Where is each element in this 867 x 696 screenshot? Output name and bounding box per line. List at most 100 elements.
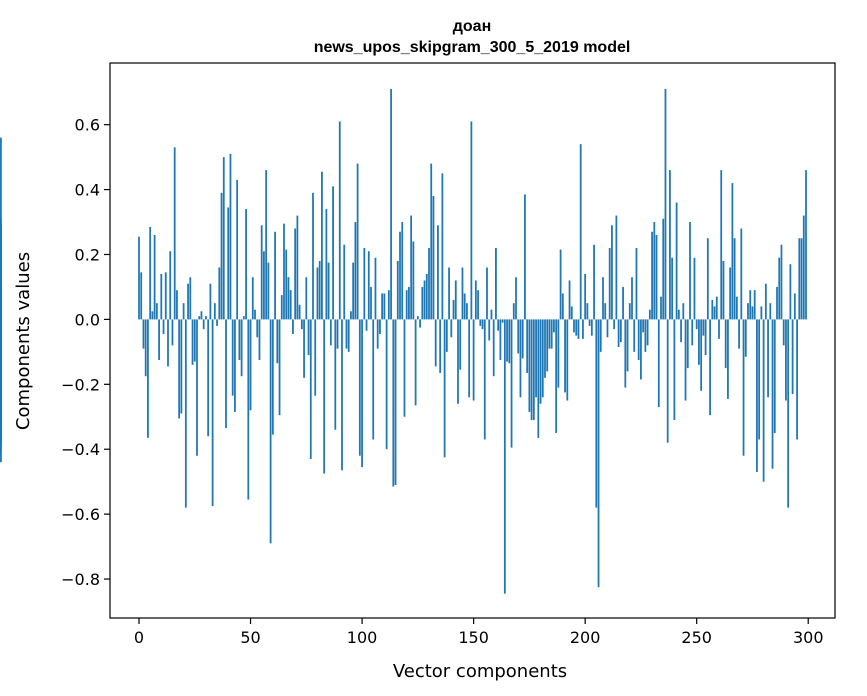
bar xyxy=(677,309,680,320)
bar xyxy=(695,319,698,330)
bar xyxy=(189,277,192,320)
bar xyxy=(490,309,493,320)
bar xyxy=(575,319,578,336)
bar xyxy=(155,303,158,320)
bar xyxy=(675,202,678,320)
bar xyxy=(171,319,174,346)
bar xyxy=(789,264,792,320)
bar xyxy=(782,319,785,346)
bar xyxy=(423,280,426,320)
bar xyxy=(481,319,484,330)
bar xyxy=(573,319,575,333)
x-tick-label: 150 xyxy=(458,628,489,647)
bar xyxy=(749,290,752,320)
y-tick-label: −0.8 xyxy=(61,570,100,589)
bar xyxy=(251,277,254,320)
bar xyxy=(316,267,319,320)
bar xyxy=(805,170,807,320)
x-tick-label: 250 xyxy=(681,628,712,647)
bar xyxy=(399,231,401,320)
bar xyxy=(599,319,602,352)
bar xyxy=(278,319,281,416)
bar xyxy=(222,157,225,320)
bar xyxy=(0,225,2,320)
bar xyxy=(787,319,790,508)
bar xyxy=(740,228,743,320)
bar xyxy=(227,207,230,320)
bar xyxy=(437,225,439,320)
bar xyxy=(762,319,765,482)
bar xyxy=(182,303,185,320)
bar xyxy=(555,319,558,433)
bar xyxy=(211,319,214,507)
bar xyxy=(756,319,758,472)
y-tick-label: 0.4 xyxy=(75,181,100,200)
bar xyxy=(343,244,346,320)
bar xyxy=(138,236,140,320)
bar xyxy=(392,319,395,487)
bar xyxy=(488,319,491,341)
bar xyxy=(635,248,638,320)
bar xyxy=(604,303,607,320)
bar xyxy=(283,223,285,320)
bar xyxy=(519,319,522,398)
bar xyxy=(640,319,642,380)
bar xyxy=(459,319,462,370)
bar xyxy=(383,293,386,320)
bar xyxy=(287,277,290,320)
bar xyxy=(334,319,337,430)
bar xyxy=(147,319,149,438)
bar xyxy=(680,319,682,343)
bar xyxy=(622,286,624,320)
bar xyxy=(512,303,515,320)
bar xyxy=(202,319,205,330)
bar xyxy=(796,319,798,440)
bar xyxy=(332,186,334,320)
chart-title-line1: доан xyxy=(453,18,492,35)
bar xyxy=(153,235,156,320)
y-axis-ticks: −0.8 −0.6 −0.4 −0.2 0.0 0.2 0.4 0.6 xyxy=(61,116,110,589)
bar xyxy=(142,319,145,349)
bar xyxy=(686,319,689,369)
y-tick-label: 0.2 xyxy=(75,245,100,264)
bar xyxy=(318,260,321,320)
bar xyxy=(753,290,756,320)
bar xyxy=(586,303,589,320)
bar xyxy=(642,319,645,333)
bar xyxy=(267,262,270,320)
bar xyxy=(363,248,366,320)
bar xyxy=(450,319,453,338)
bar xyxy=(711,299,714,320)
bar xyxy=(367,251,370,320)
bar xyxy=(733,238,736,320)
bar xyxy=(300,319,303,330)
bar xyxy=(626,319,629,372)
bar xyxy=(240,319,243,377)
bar xyxy=(557,319,560,388)
bar xyxy=(338,121,341,320)
bar xyxy=(615,215,618,320)
bar xyxy=(180,319,183,414)
bar xyxy=(564,319,566,393)
bar xyxy=(727,319,729,399)
bar xyxy=(709,319,711,416)
bar xyxy=(651,231,653,320)
y-tick-label: −0.2 xyxy=(61,375,100,394)
bar xyxy=(158,319,160,360)
bar xyxy=(664,88,667,320)
bar xyxy=(588,319,591,326)
bar xyxy=(428,248,430,320)
bar xyxy=(370,286,372,320)
bar xyxy=(372,319,375,440)
bar xyxy=(379,319,381,335)
bar xyxy=(258,319,261,360)
bar xyxy=(760,306,763,320)
bar xyxy=(345,319,348,349)
bar xyxy=(260,225,263,320)
bar xyxy=(793,293,796,320)
bar xyxy=(323,319,326,474)
bar xyxy=(718,319,720,339)
bar xyxy=(198,316,201,320)
bar xyxy=(470,121,473,320)
y-tick-label: 0.6 xyxy=(75,116,100,135)
